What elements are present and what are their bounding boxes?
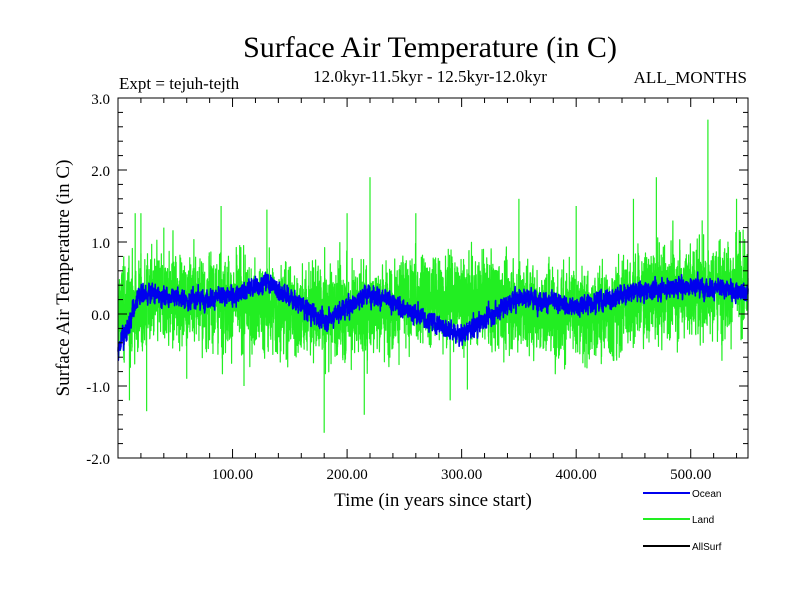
legend-label-ocean: Ocean [692,489,721,500]
x-tick-label: 400.00 [556,467,597,483]
x-tick-label: 500.00 [670,467,711,483]
y-tick-label: 0.0 [91,308,110,324]
chart-title: Surface Air Temperature (in C) [243,31,617,64]
y-tick-label: -2.0 [86,452,110,468]
months-label: ALL_MONTHS [634,68,747,87]
y-tick-label: 3.0 [91,92,110,108]
experiment-label: Expt = tejuh-tejth [119,74,240,93]
x-tick-label: 300.00 [441,467,482,483]
x-tick-label: 100.00 [212,467,253,483]
period-label: 12.0kyr-11.5kyr - 12.5kyr-12.0kyr [313,67,547,86]
ocean-series-line [117,271,749,362]
plot-frame [117,97,749,459]
y-tick-label: -1.0 [86,380,110,396]
legend: Ocean Land AllSurf [643,489,722,553]
y-tick-label: 2.0 [91,164,110,180]
x-tick-label: 200.00 [326,467,367,483]
series-layer [117,119,749,433]
y-axis-label: Surface Air Temperature (in C) [53,160,74,397]
legend-label-allsurf: AllSurf [692,542,722,553]
y-tick-label: 1.0 [91,236,110,252]
legend-label-land: Land [692,515,714,526]
x-axis-label: Time (in years since start) [334,490,532,511]
ticks-layer: 100.00 200.00 300.00 400.00 500.00 -2.0 -1.0 0.… [86,92,748,483]
